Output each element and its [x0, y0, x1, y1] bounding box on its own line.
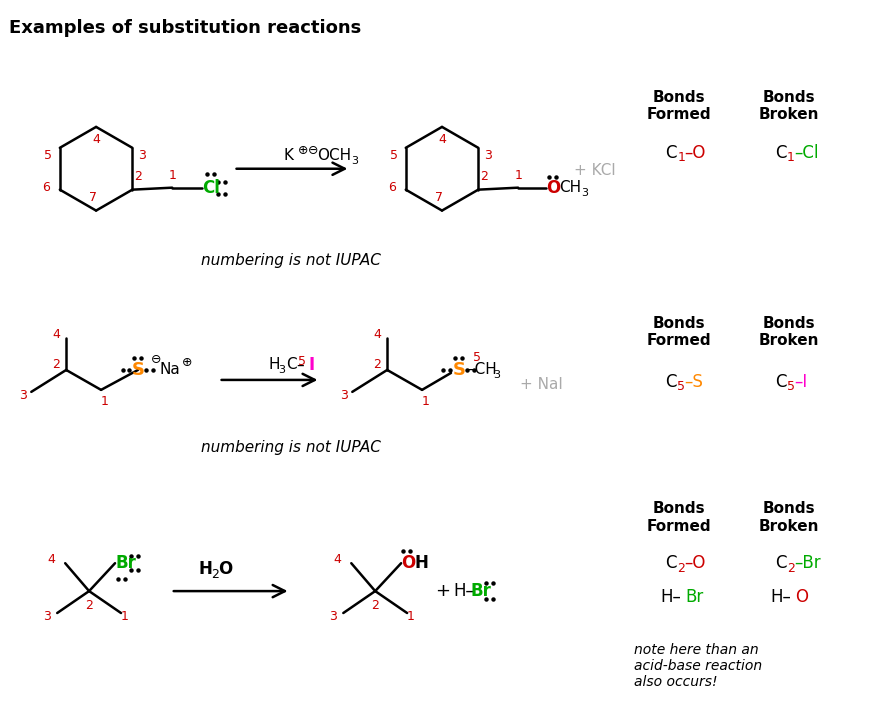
- Text: 6: 6: [42, 181, 50, 194]
- Text: 4: 4: [48, 553, 55, 566]
- Text: Cl: Cl: [202, 179, 220, 197]
- Text: 5: 5: [787, 381, 795, 393]
- Text: 4: 4: [333, 553, 341, 566]
- Text: C: C: [775, 144, 787, 162]
- Text: 3: 3: [19, 389, 27, 402]
- Text: H: H: [269, 358, 280, 373]
- Text: –O: –O: [684, 554, 705, 572]
- Text: H–: H–: [771, 588, 791, 606]
- Text: O: O: [217, 560, 232, 578]
- Text: Examples of substitution reactions: Examples of substitution reactions: [10, 19, 362, 37]
- Text: –O: –O: [684, 144, 705, 162]
- Text: 1: 1: [787, 151, 795, 164]
- Text: O: O: [795, 588, 808, 606]
- Text: ⊕: ⊕: [182, 356, 193, 370]
- Text: 5: 5: [299, 355, 307, 368]
- Text: CH: CH: [559, 180, 581, 195]
- Text: C: C: [666, 554, 677, 572]
- Text: 2: 2: [85, 599, 93, 612]
- Text: numbering is not IUPAC: numbering is not IUPAC: [201, 253, 380, 268]
- Text: C: C: [666, 144, 677, 162]
- Text: O: O: [401, 554, 415, 572]
- Text: 3: 3: [581, 187, 588, 197]
- Text: 3: 3: [330, 610, 338, 623]
- Text: Br: Br: [471, 582, 492, 600]
- Text: 3: 3: [484, 149, 492, 162]
- Text: S: S: [453, 361, 466, 379]
- Text: K: K: [284, 149, 293, 163]
- Text: –S: –S: [684, 373, 703, 391]
- Text: 1: 1: [168, 169, 176, 182]
- Text: Bonds
Formed: Bonds Formed: [647, 90, 712, 122]
- Text: H–: H–: [453, 582, 474, 600]
- Text: 1: 1: [121, 610, 129, 623]
- Text: ⊕: ⊕: [297, 144, 308, 157]
- Text: 4: 4: [92, 134, 100, 146]
- Text: –Br: –Br: [794, 554, 820, 572]
- Text: H: H: [199, 560, 213, 578]
- Text: OCH: OCH: [317, 149, 352, 163]
- Text: –Cl: –Cl: [794, 144, 819, 162]
- Text: 2: 2: [677, 561, 685, 574]
- Text: 5: 5: [44, 149, 52, 162]
- Text: 3: 3: [340, 389, 348, 402]
- Text: 1: 1: [423, 396, 430, 409]
- Text: 3: 3: [351, 156, 358, 166]
- Text: Br: Br: [115, 554, 136, 572]
- Text: 5: 5: [677, 381, 685, 393]
- Text: 2: 2: [480, 170, 488, 183]
- Text: –: –: [296, 358, 304, 373]
- Text: C: C: [666, 373, 677, 391]
- Text: C: C: [286, 358, 297, 373]
- Text: 2: 2: [134, 170, 142, 183]
- Text: + NaI: + NaI: [520, 378, 562, 393]
- Text: 1: 1: [101, 396, 109, 409]
- Text: ⊖: ⊖: [151, 353, 162, 366]
- Text: 5: 5: [473, 350, 481, 363]
- Text: C: C: [775, 554, 787, 572]
- Text: Bonds
Broken: Bonds Broken: [758, 501, 819, 533]
- Text: 4: 4: [373, 327, 381, 340]
- Text: 3: 3: [278, 365, 286, 375]
- Text: numbering is not IUPAC: numbering is not IUPAC: [201, 440, 380, 455]
- Text: Bonds
Formed: Bonds Formed: [647, 501, 712, 533]
- Text: 4: 4: [52, 327, 60, 340]
- Text: C: C: [775, 373, 787, 391]
- Text: H: H: [414, 554, 428, 572]
- Text: Bonds
Broken: Bonds Broken: [758, 316, 819, 348]
- Text: 3: 3: [493, 370, 499, 380]
- Text: + KCl: + KCl: [574, 163, 615, 178]
- Text: 3: 3: [139, 149, 146, 162]
- Text: Na: Na: [160, 363, 180, 378]
- Text: +: +: [435, 582, 450, 600]
- Text: 7: 7: [89, 191, 97, 204]
- Text: H–: H–: [661, 588, 682, 606]
- Text: 2: 2: [210, 568, 218, 581]
- Text: 2: 2: [371, 599, 379, 612]
- Text: 1: 1: [677, 151, 685, 164]
- Text: Br: Br: [685, 588, 704, 606]
- Text: 5: 5: [390, 149, 398, 162]
- Text: 7: 7: [435, 191, 443, 204]
- Text: 2: 2: [787, 561, 795, 574]
- Text: 6: 6: [388, 181, 396, 194]
- Text: 1: 1: [408, 610, 415, 623]
- Text: S: S: [132, 361, 144, 379]
- Text: O: O: [546, 179, 560, 197]
- Text: 2: 2: [52, 358, 60, 371]
- Text: I: I: [309, 356, 315, 374]
- Text: 3: 3: [43, 610, 51, 623]
- Text: 4: 4: [438, 134, 446, 146]
- Text: note here than an
acid-base reaction
also occurs!: note here than an acid-base reaction als…: [635, 643, 763, 689]
- Text: –CH: –CH: [467, 363, 497, 378]
- Text: 1: 1: [514, 169, 522, 182]
- Text: ⊖: ⊖: [308, 144, 318, 157]
- Text: 2: 2: [373, 358, 381, 371]
- Text: Bonds
Broken: Bonds Broken: [758, 90, 819, 122]
- Text: –I: –I: [794, 373, 807, 391]
- Text: Bonds
Formed: Bonds Formed: [647, 316, 712, 348]
